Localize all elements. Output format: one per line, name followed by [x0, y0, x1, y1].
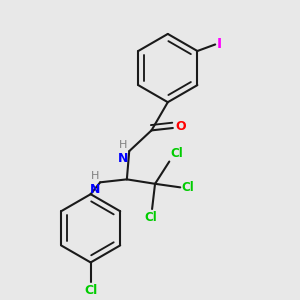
Text: Cl: Cl [170, 147, 183, 160]
Text: N: N [118, 152, 129, 165]
Text: H: H [91, 171, 99, 181]
Text: O: O [176, 120, 186, 133]
Text: I: I [217, 37, 222, 51]
Text: Cl: Cl [182, 181, 194, 194]
Text: Cl: Cl [84, 284, 97, 297]
Text: N: N [89, 183, 100, 196]
Text: H: H [119, 140, 128, 150]
Text: Cl: Cl [145, 212, 157, 224]
